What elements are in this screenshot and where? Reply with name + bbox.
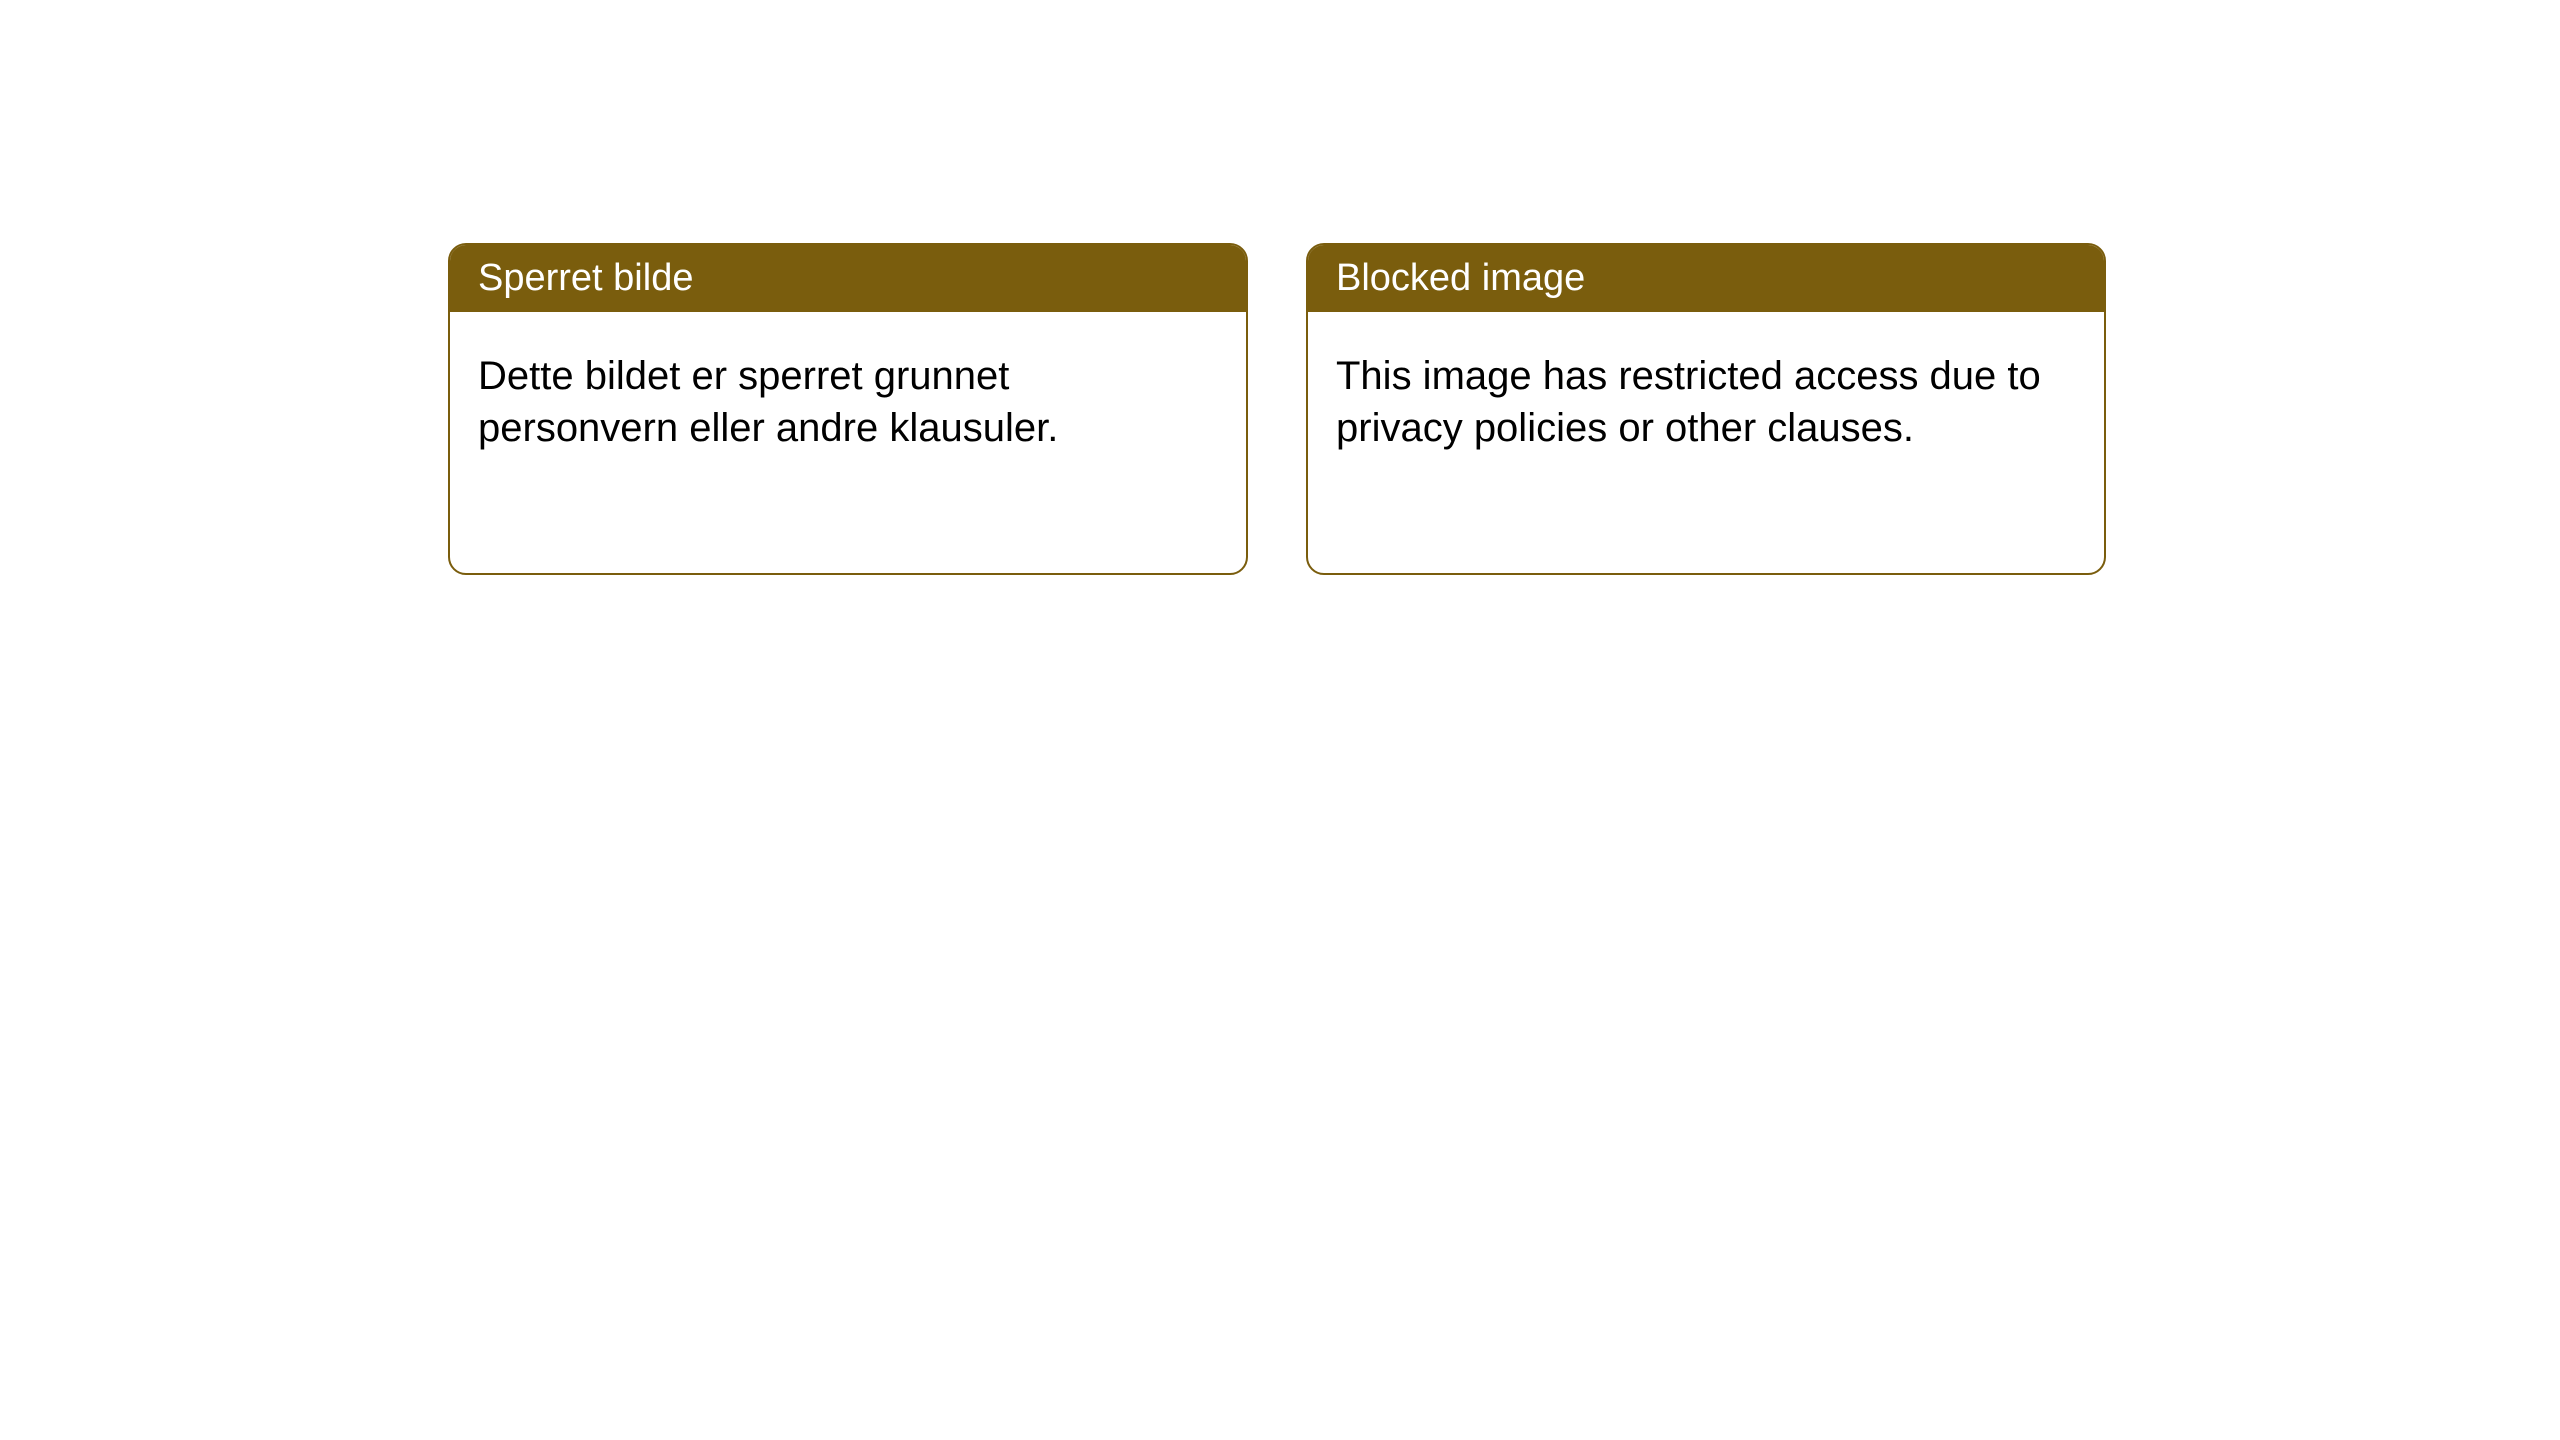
- notice-card-english: Blocked image This image has restricted …: [1306, 243, 2106, 575]
- card-title: Blocked image: [1336, 257, 1585, 299]
- card-body: This image has restricted access due to …: [1308, 312, 2104, 492]
- card-body: Dette bildet er sperret grunnet personve…: [450, 312, 1246, 492]
- card-header: Sperret bilde: [450, 245, 1246, 312]
- notice-cards-container: Sperret bilde Dette bildet er sperret gr…: [448, 243, 2106, 575]
- card-text: This image has restricted access due to …: [1336, 354, 2041, 450]
- card-text: Dette bildet er sperret grunnet personve…: [478, 354, 1058, 450]
- card-title: Sperret bilde: [478, 257, 693, 299]
- card-header: Blocked image: [1308, 245, 2104, 312]
- notice-card-norwegian: Sperret bilde Dette bildet er sperret gr…: [448, 243, 1248, 575]
